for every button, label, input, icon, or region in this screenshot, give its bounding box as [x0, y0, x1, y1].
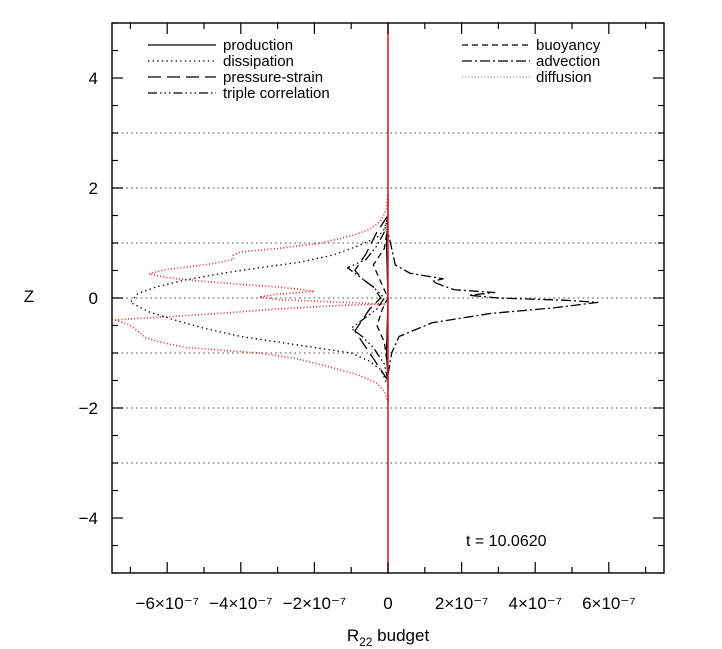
series-triple-correlation — [346, 215, 389, 381]
legend-left-label-1: dissipation — [223, 53, 294, 70]
y-tick-label-2: 0 — [89, 289, 98, 308]
series-pressure-strain — [354, 215, 389, 381]
y-tick-label-1: −2 — [79, 399, 98, 418]
series-dissipation — [129, 215, 389, 387]
y-tick-label-4: 4 — [89, 69, 98, 88]
y-tick-label-0: −4 — [79, 509, 98, 528]
x-tick-label-2: −2×10⁻⁷ — [283, 594, 346, 613]
x-tick-label-5: 4×10⁻⁷ — [508, 594, 561, 613]
axis-ticks: −6×10⁻⁷ −4×10⁻⁷ −2×10⁻⁷ 0 2×10⁻⁷ 4×10⁻⁷ 6×10⁻⁷… — [79, 22, 664, 613]
legend: productiondissipationpressure-straintrip… — [148, 37, 601, 102]
legend-right-label-2: diffusion — [536, 69, 592, 86]
x-tick-label-1: −4×10⁻⁷ — [209, 594, 272, 613]
reference-lines — [112, 132, 664, 464]
x-tick-label-6: 6×10⁻⁷ — [582, 594, 635, 613]
series-layer — [114, 23, 599, 573]
y-axis-label: Z — [24, 287, 34, 306]
x-tick-label-0: −6×10⁻⁷ — [136, 594, 199, 613]
legend-right-label-0: buoyancy — [536, 37, 601, 54]
legend-left-label-2: pressure-strain — [223, 69, 323, 86]
x-tick-label-4: 2×10⁻⁷ — [435, 594, 488, 613]
y-tick-label-3: 2 — [89, 179, 98, 198]
x-axis-label-suffix: budget — [372, 626, 429, 645]
x-axis-label-main: R — [347, 626, 359, 645]
x-axis-label-subscript: 22 — [359, 635, 373, 649]
legend-left-label-0: production — [223, 37, 293, 54]
legend-left-label-3: triple correlation — [223, 85, 330, 102]
x-axis-label: R22 budget — [347, 626, 430, 649]
x-tick-label-3: 0 — [383, 594, 392, 613]
time-annotation: t = 10.0620 — [466, 533, 547, 550]
legend-right-label-1: advection — [536, 53, 600, 70]
